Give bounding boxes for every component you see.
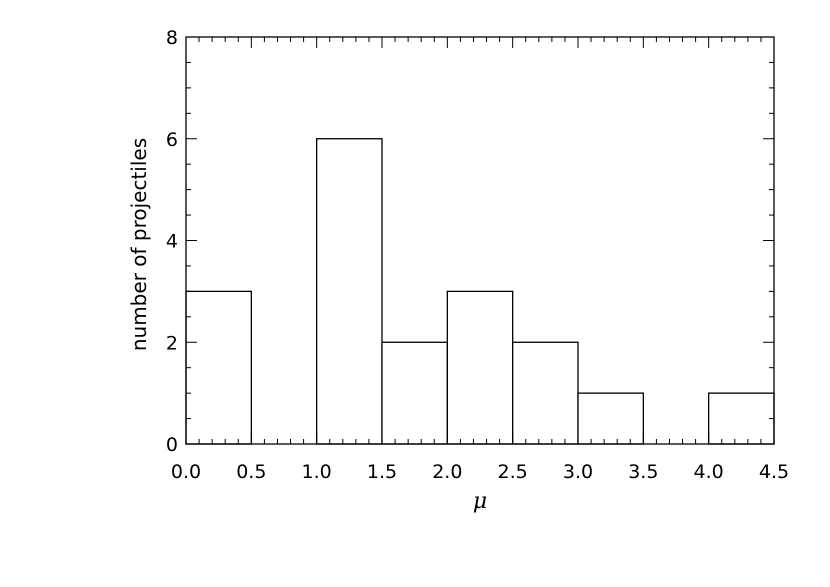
histogram-bars	[185, 138, 775, 445]
x-tick-label: 3.0	[563, 461, 593, 483]
y-tick-label: 0	[166, 434, 178, 456]
y-tick-label: 2	[166, 332, 178, 354]
histogram-bar	[708, 392, 775, 445]
x-tick-label: 1.0	[302, 461, 332, 483]
x-tick-label: 1.5	[367, 461, 397, 483]
y-tick-label: 6	[166, 129, 178, 151]
histogram-bar	[577, 392, 644, 445]
x-tick-label: 4.5	[759, 461, 789, 483]
y-tick-label: 4	[166, 231, 178, 253]
x-tick-labels: 0.0 0.5 1.0 1.5 2.0 2.5 3.0 3.5 4.0 4.5	[171, 461, 789, 483]
histogram-bar	[316, 138, 383, 445]
y-tick-labels: 0 2 4 6 8	[166, 27, 178, 456]
x-tick-label: 2.5	[498, 461, 528, 483]
x-axis-label: μ	[473, 489, 487, 514]
x-tick-label: 4.0	[694, 461, 724, 483]
y-axis-label: number of projectiles	[127, 138, 151, 351]
x-tick-label: 3.5	[628, 461, 658, 483]
axis-ticks	[185, 36, 775, 445]
histogram-bar	[446, 290, 514, 445]
x-tick-label: 0.0	[171, 461, 201, 483]
histogram-bar	[512, 341, 579, 445]
x-tick-label: 2.0	[432, 461, 462, 483]
histogram-bar	[381, 341, 448, 445]
histogram-bar	[185, 290, 252, 445]
x-tick-label: 0.5	[236, 461, 266, 483]
y-tick-label: 8	[166, 27, 178, 49]
